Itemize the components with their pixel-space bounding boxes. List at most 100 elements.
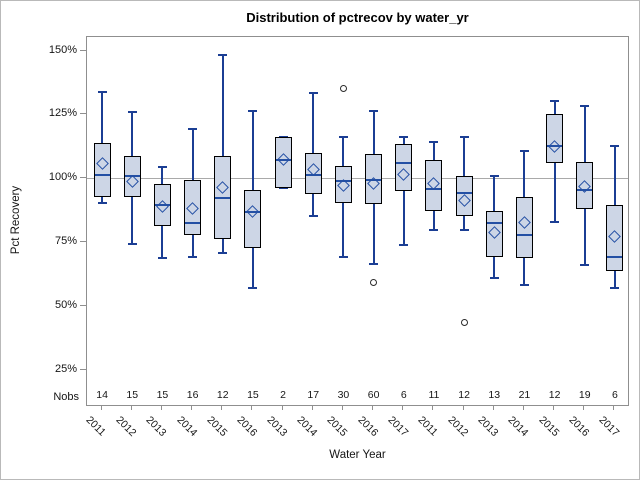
iqr-box: [455, 176, 473, 216]
median-line: [366, 178, 382, 181]
x-tick-label: 2011: [415, 414, 440, 439]
median-line: [456, 191, 472, 194]
x-tick-mark: [613, 406, 615, 410]
iqr-box: [244, 190, 262, 248]
iqr-box: [485, 210, 503, 257]
whisker-cap-bottom: [338, 255, 348, 258]
whisker-cap-top: [248, 110, 258, 113]
nobs-value: 15: [247, 389, 259, 401]
whisker-cap-top: [459, 135, 469, 138]
whisker-cap-bottom: [429, 228, 439, 231]
median-line: [577, 189, 593, 192]
whisker-cap-bottom: [459, 228, 469, 231]
whisker-cap-top: [157, 166, 167, 169]
x-tick-mark: [341, 406, 343, 410]
whisker-cap-bottom: [97, 201, 107, 204]
iqr-box: [334, 165, 352, 203]
y-tick-mark: [80, 49, 86, 51]
x-tick-label: 2011: [83, 414, 109, 439]
iqr-box: [515, 196, 533, 258]
x-tick-mark: [221, 406, 223, 410]
x-tick-mark: [372, 406, 374, 410]
whisker-cap-bottom: [188, 255, 198, 258]
whisker-cap-bottom: [399, 244, 409, 247]
y-tick-label: 50%: [54, 298, 77, 311]
nobs-value: 60: [367, 389, 380, 401]
x-tick-mark: [311, 406, 313, 410]
median-line: [124, 175, 140, 178]
y-tick-mark: [80, 177, 86, 179]
median-line: [94, 173, 110, 176]
outlier-point: [370, 278, 378, 286]
nobs-value: 6: [400, 389, 407, 401]
nobs-value: 15: [156, 389, 169, 401]
whisker-cap-top: [338, 135, 348, 138]
median-line: [245, 210, 261, 213]
whisker-cap-top: [429, 140, 439, 143]
median-line: [426, 187, 442, 190]
x-axis: 2011 2012 2013 2014 2015 2016 2013 2014 2015 2016…: [83, 406, 629, 450]
nobs-value: 11: [428, 389, 440, 401]
nobs-value: 16: [186, 389, 199, 401]
iqr-box: [395, 144, 413, 192]
x-tick-mark: [281, 406, 283, 410]
x-tick-label: 2016: [355, 414, 381, 440]
whisker-cap-top: [489, 175, 499, 178]
x-tick-label: 2015: [536, 414, 562, 440]
x-tick-mark: [522, 406, 524, 410]
y-tick-label: 75%: [54, 235, 77, 247]
iqr-box: [425, 159, 443, 211]
whisker-cap-bottom: [218, 251, 228, 254]
whisker-cap-bottom: [519, 283, 529, 286]
y-axis-label: Pct Recovery: [10, 185, 22, 255]
outlier-point: [460, 319, 468, 327]
outlier-point: [339, 84, 347, 92]
x-tick-mark: [191, 406, 193, 410]
nobs-value: 6: [611, 389, 618, 401]
x-tick-label: 2013: [143, 414, 169, 440]
x-tick-mark: [432, 406, 434, 410]
whisker-cap-top: [580, 104, 590, 107]
median-line: [607, 255, 623, 258]
nobs-value: 21: [518, 389, 531, 401]
iqr-box: [606, 205, 624, 271]
x-tick-label: 2012: [113, 414, 139, 440]
whisker-cap-bottom: [610, 287, 620, 290]
whisker-cap-bottom: [550, 221, 560, 224]
nobs-value: 12: [458, 389, 470, 401]
x-axis-label: Water Year: [329, 449, 386, 461]
chart-title: Distribution of pctrecov by water_yr: [246, 10, 469, 25]
nobs-value: 13: [488, 389, 501, 401]
iqr-box: [274, 136, 292, 188]
whisker-cap-bottom: [369, 263, 379, 266]
x-tick-label: 2014: [174, 414, 200, 440]
x-tick-mark: [100, 406, 102, 410]
whisker-cap-bottom: [157, 256, 167, 259]
x-tick-mark: [402, 406, 404, 410]
iqr-box: [184, 179, 202, 235]
nobs-value: 2: [280, 389, 286, 401]
x-tick-label: 2013: [264, 414, 290, 440]
median-line: [396, 162, 412, 165]
whisker-cap-top: [519, 149, 529, 152]
median-line: [486, 222, 502, 225]
x-tick-mark: [583, 406, 585, 410]
whisker-cap-top: [550, 99, 560, 102]
x-tick-label: 2015: [204, 414, 230, 440]
x-tick-label: 2015: [324, 414, 350, 440]
x-tick-mark: [130, 406, 132, 410]
x-tick-label: 2016: [566, 414, 592, 440]
median-line: [185, 222, 201, 225]
y-tick-label: 100%: [48, 171, 77, 184]
whisker-cap-bottom: [308, 214, 318, 217]
whisker-cap-bottom: [580, 264, 590, 267]
whisker-cap-top: [610, 144, 620, 147]
whisker-cap-top: [308, 92, 318, 95]
nobs-value: 17: [307, 389, 320, 401]
x-tick-label: 2017: [385, 414, 411, 440]
whisker-cap-top: [399, 135, 409, 138]
nobs-value: 14: [96, 389, 108, 401]
whisker-cap-bottom: [127, 242, 137, 245]
iqr-box: [546, 113, 564, 164]
